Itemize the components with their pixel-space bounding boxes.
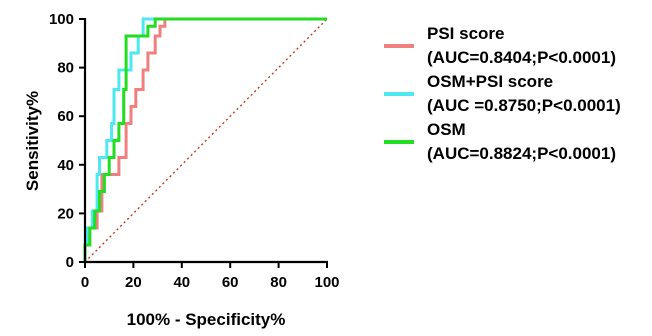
- series-line-3: [83, 17, 327, 262]
- y-tick-label: 0: [66, 254, 74, 271]
- legend-auc-label: (AUC=0.8824;P<0.0001): [427, 144, 616, 163]
- x-tick-label: 0: [81, 274, 89, 291]
- legend-auc-label: (AUC =0.8750;P<0.0001): [427, 96, 621, 115]
- x-tick-label: 80: [270, 274, 287, 291]
- legend-auc-label: (AUC=0.8404;P<0.0001): [427, 48, 616, 67]
- y-axis-title: Sensitivity%: [23, 91, 42, 191]
- axes: 0 20 40 60 80 100 0 20 40 60 80 100: [49, 11, 340, 291]
- legend: PSI score (AUC=0.8404;P<0.0001) OSM+PSI sc…: [384, 24, 621, 163]
- y-tick-label: 60: [57, 108, 74, 125]
- x-axis-title: 100% - Specificity%: [127, 310, 286, 329]
- x-tick-label: 20: [125, 274, 142, 291]
- legend-series-name: OSM: [427, 120, 466, 139]
- y-tick-label: 40: [57, 157, 74, 174]
- x-tick-label: 40: [173, 274, 190, 291]
- legend-series-name: PSI score: [427, 24, 505, 43]
- legend-series-name: OSM+PSI score: [427, 72, 553, 91]
- x-tick-label: 60: [222, 274, 239, 291]
- reference-diagonal-line: [84, 18, 328, 263]
- x-tick-label: 100: [314, 274, 339, 291]
- plot-area: [83, 17, 328, 263]
- series-line-1: [83, 17, 327, 262]
- y-tick-label: 80: [57, 60, 74, 77]
- y-tick-label: 100: [49, 11, 74, 28]
- y-tick-label: 20: [57, 205, 74, 222]
